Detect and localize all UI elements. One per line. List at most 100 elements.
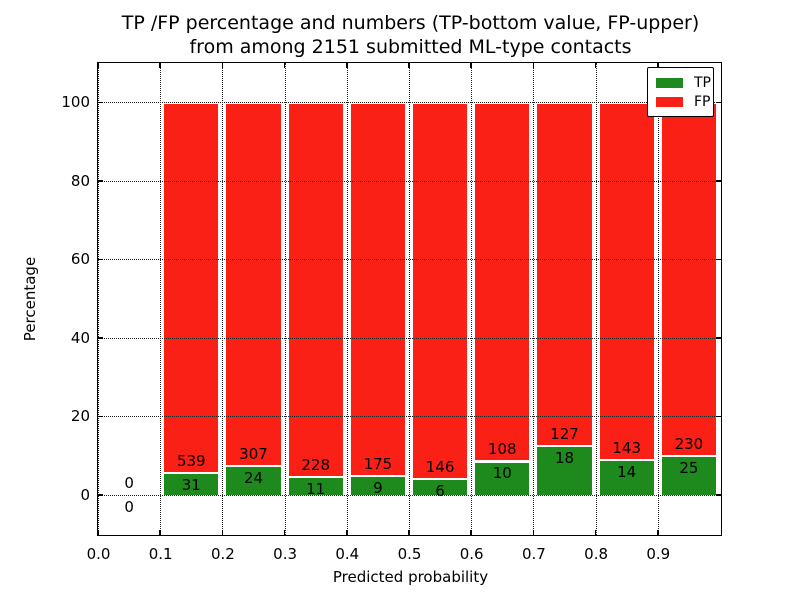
stacked-bar <box>597 102 656 495</box>
y-tick-right <box>716 258 721 260</box>
y-axis-label: Percentage <box>21 256 39 342</box>
stacked-bar <box>473 102 532 495</box>
bar-value-label-tp: 14 <box>617 462 637 481</box>
bar-segment-fp <box>597 102 656 460</box>
y-tick-left <box>98 337 103 339</box>
x-gridline <box>160 63 162 535</box>
bar-value-label-fp: 228 <box>301 455 330 474</box>
bar-segment-tp <box>659 456 718 495</box>
x-tick-label: 0.0 <box>86 545 111 563</box>
y-tick-right <box>716 180 721 182</box>
y-tick-label: 80 <box>70 171 90 190</box>
x-tick-top <box>283 63 286 68</box>
bar-segment-tp <box>348 475 407 495</box>
y-tick-label: 100 <box>61 93 90 112</box>
x-gridline <box>98 63 99 535</box>
bar-segment-fp <box>162 102 221 474</box>
bar-value-label-tp: 25 <box>679 459 699 478</box>
x-tick-top <box>470 63 472 68</box>
bar-value-label-fp: 230 <box>674 435 704 454</box>
y-tick-right <box>716 337 721 339</box>
stacked-bar <box>411 102 470 495</box>
y-tick-label: 60 <box>70 250 90 269</box>
x-tick-label: 0.4 <box>335 545 360 563</box>
x-tick-top <box>657 63 659 68</box>
x-tick-top <box>159 63 161 68</box>
bar-segment-tp <box>535 446 594 495</box>
bar-segment-fp <box>535 102 594 447</box>
x-gridline <box>533 63 535 535</box>
legend-item-tp: TP <box>656 73 713 92</box>
bar-value-label-tp: 9 <box>373 478 383 497</box>
bar-value-label-fp: 143 <box>612 438 641 457</box>
legend: TP FP <box>647 67 714 117</box>
x-tick-bottom <box>221 530 224 535</box>
bar-segment-tp <box>597 459 656 495</box>
x-tick-top <box>532 63 535 68</box>
chart-title-line1: TP /FP percentage and numbers (TP-bottom… <box>121 12 700 34</box>
x-tick-top <box>346 63 348 68</box>
x-tick-label: 0.3 <box>273 545 298 563</box>
x-tick-top <box>594 63 597 68</box>
stacked-bar <box>659 102 718 495</box>
x-tick-top <box>97 63 99 68</box>
x-tick-bottom <box>346 530 348 535</box>
stacked-bar <box>224 102 283 495</box>
y-tick-left <box>98 101 103 103</box>
x-gridline <box>471 63 473 535</box>
x-gridline <box>346 63 348 535</box>
bar-segment-fp <box>473 102 532 462</box>
stacked-bar <box>348 102 407 495</box>
y-tick-left <box>98 180 103 182</box>
bar-segment-tp <box>473 461 532 495</box>
bar-value-label-tp: 10 <box>492 464 512 483</box>
chart-title: TP /FP percentage and numbers (TP-bottom… <box>97 11 724 59</box>
plot-area: TP FP 0 0 539 31 307 24 228 11 175 9 146 6 108 10 127 1… <box>97 62 722 536</box>
y-tick-left <box>98 494 103 496</box>
x-tick-label: 0.1 <box>148 545 173 563</box>
legend-label-tp: TP <box>694 74 711 91</box>
y-tick-label: 0 <box>80 485 90 504</box>
y-tick-left <box>98 415 103 417</box>
x-tick-label: 0.8 <box>584 545 609 563</box>
y-tick-label: 20 <box>70 407 90 426</box>
bar-segment-fp <box>411 102 470 480</box>
x-axis-label: Predicted probability <box>332 568 489 586</box>
bar-segment-tp <box>411 479 470 495</box>
chart-title-line2: from among 2151 submitted ML-type contac… <box>189 36 632 58</box>
x-tick-label: 0.7 <box>521 545 546 563</box>
x-tick-bottom <box>470 530 472 535</box>
bar-segment-fp <box>348 102 407 476</box>
bar-value-label-tp: 24 <box>243 469 264 488</box>
bar-value-label-tp: 31 <box>181 476 201 495</box>
bar-value-label-fp: 175 <box>363 454 393 473</box>
stacked-bar <box>162 102 221 495</box>
x-tick-label: 0.2 <box>210 545 235 563</box>
x-tick-label: 0.5 <box>397 545 422 563</box>
bar-value-label-fp: 539 <box>176 452 206 471</box>
bar-value-label-fp: 307 <box>239 445 268 464</box>
bar-value-label-tp: 11 <box>306 479 326 498</box>
bar-value-label-fp: 0 <box>124 473 134 492</box>
x-gridline <box>284 63 286 535</box>
y-tick-label: 40 <box>70 328 90 347</box>
y-tick-right <box>716 101 721 103</box>
x-tick-label: 0.6 <box>459 545 484 563</box>
legend-swatch-fp <box>656 96 683 107</box>
bar-segment-tp <box>286 476 345 495</box>
bar-segment-fp <box>659 102 718 457</box>
x-tick-bottom <box>159 530 161 535</box>
y-tick-right <box>716 494 721 496</box>
legend-swatch-tp <box>656 77 683 88</box>
bar-segment-tp <box>162 473 221 495</box>
bar-value-label-tp: 0 <box>124 497 134 516</box>
bar-value-label-tp: 6 <box>435 482 445 501</box>
x-gridline <box>409 63 410 535</box>
bar-segment-fp <box>224 102 283 467</box>
legend-label-fp: FP <box>694 93 711 110</box>
bar-value-label-fp: 108 <box>487 440 517 459</box>
y-tick-right <box>716 415 721 417</box>
bar-segment-tp <box>224 466 283 495</box>
x-tick-bottom <box>532 530 535 535</box>
